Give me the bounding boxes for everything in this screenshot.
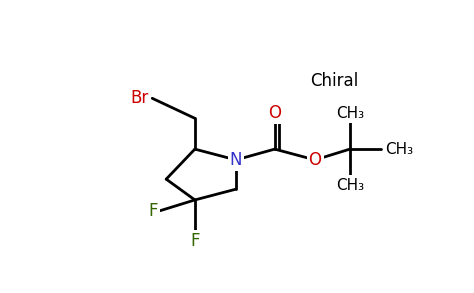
Text: Chiral: Chiral <box>310 72 358 90</box>
Text: Br: Br <box>130 89 148 107</box>
Text: O: O <box>268 104 281 122</box>
Text: CH₃: CH₃ <box>385 142 413 157</box>
Text: CH₃: CH₃ <box>336 178 364 193</box>
Text: CH₃: CH₃ <box>336 106 364 121</box>
Text: O: O <box>309 151 321 169</box>
Text: F: F <box>190 231 200 250</box>
Text: N: N <box>230 151 242 169</box>
Text: F: F <box>148 202 158 220</box>
